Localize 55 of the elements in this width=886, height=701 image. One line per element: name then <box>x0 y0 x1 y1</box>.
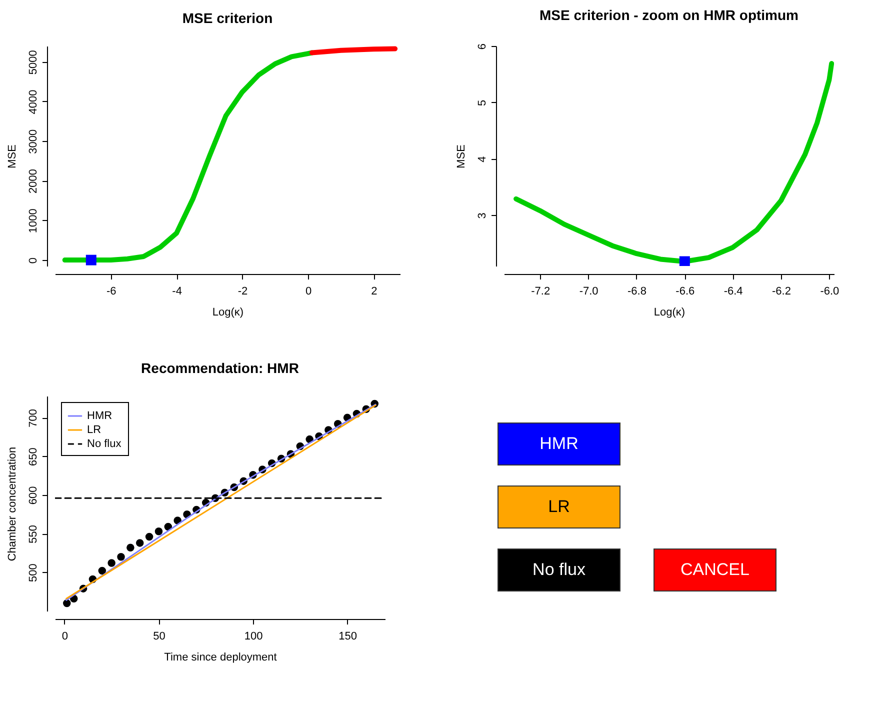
chart-title: MSE criterion - zoom on HMR optimum <box>540 6 798 23</box>
x-axis-title: Log(κ) <box>654 306 686 318</box>
y-tick-label: 0 <box>28 257 40 264</box>
y-tick-label: 1000 <box>28 208 40 234</box>
legend-label: HMR <box>87 410 112 422</box>
category-label: LR <box>548 497 570 516</box>
y-tick-label: 3 <box>476 212 488 219</box>
y-tick-label: 650 <box>28 448 40 466</box>
y-tick-label: 5 <box>476 100 488 106</box>
x-tick-label: -6.6 <box>676 286 695 298</box>
y-axis-title: MSE <box>456 144 468 168</box>
y-tick-label: 4000 <box>28 90 40 114</box>
x-tick-label: -6.0 <box>820 286 840 298</box>
x-tick-label: 100 <box>244 630 263 642</box>
y-tick-label: 500 <box>28 564 40 582</box>
y-tick-label: 6 <box>476 43 488 50</box>
point <box>117 553 125 561</box>
point <box>145 532 154 541</box>
y-tick-label: 3000 <box>28 129 40 154</box>
y-axis-title: MSE <box>6 144 18 168</box>
point <box>126 544 134 552</box>
y-tick-label: 700 <box>28 408 40 428</box>
point <box>154 527 163 536</box>
y-tick-label: 550 <box>28 524 40 544</box>
point <box>98 566 106 575</box>
x-tick-label: 2 <box>371 286 378 298</box>
legend-label: LR <box>87 424 102 436</box>
x-tick-label: -7.0 <box>579 286 598 298</box>
y-axis-title: Chamber concentration <box>6 446 18 562</box>
chart-title: MSE criterion <box>182 10 273 26</box>
category-label: No flux <box>532 560 586 579</box>
x-tick-label: 150 <box>338 630 357 642</box>
x-tick-label: 0 <box>305 286 312 298</box>
point <box>108 559 116 567</box>
x-tick-label: -4 <box>172 286 182 298</box>
y-tick-label: 600 <box>28 486 40 505</box>
category-label: HMR <box>540 434 578 453</box>
x-tick-label: -6.2 <box>772 286 791 298</box>
x-tick-label: -6.8 <box>627 286 646 298</box>
y-tick-label: 2000 <box>28 169 40 194</box>
x-tick-label: -7.2 <box>531 286 550 298</box>
chart-title: Recommendation: HMR <box>141 360 299 376</box>
y-tick-label: 5000 <box>28 50 40 75</box>
legend-label: No flux <box>87 438 122 450</box>
x-tick-label: -2 <box>238 286 248 298</box>
point <box>63 599 71 608</box>
x-tick-label: -6.4 <box>724 286 743 298</box>
x-axis-title: Log(κ) <box>212 306 244 318</box>
x-tick-label: 0 <box>62 630 68 642</box>
point <box>136 539 144 547</box>
y-tick-label: 4 <box>476 156 488 162</box>
x-axis-title: Time since deployment <box>164 652 277 664</box>
x-tick-label: 50 <box>153 630 166 642</box>
x-tick-label: -6 <box>106 286 116 298</box>
category-label: CANCEL <box>680 560 750 579</box>
